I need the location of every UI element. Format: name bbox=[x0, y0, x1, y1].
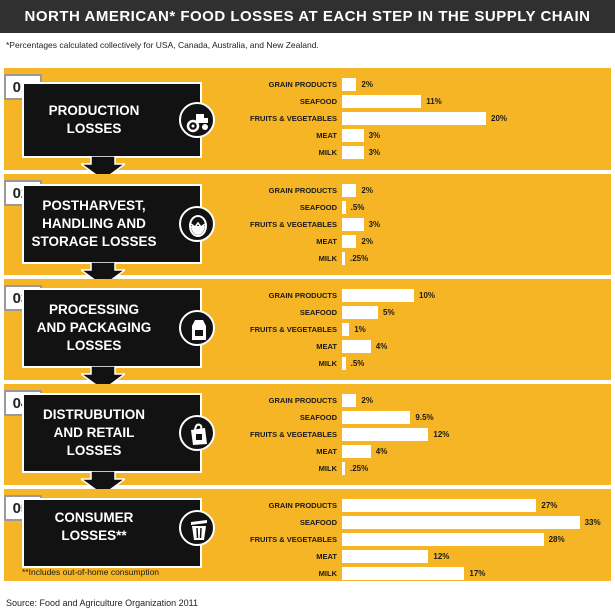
stage-title-1: PRODUCTION LOSSES bbox=[48, 103, 140, 136]
milk-carton-icon bbox=[179, 310, 215, 346]
bar-stage5-4 bbox=[342, 550, 429, 563]
bar-stage3-2 bbox=[342, 306, 378, 319]
category-label: MEAT bbox=[316, 131, 337, 140]
category-label: SEAFOOD bbox=[299, 203, 337, 212]
bar-stage5-5 bbox=[342, 567, 465, 580]
value-label: 33% bbox=[584, 518, 601, 527]
value-label: .25% bbox=[350, 464, 369, 473]
stage-title-5: CONSUMER LOSSES** bbox=[54, 510, 134, 543]
bar-stage5-2 bbox=[342, 516, 580, 529]
value-label: .25% bbox=[350, 254, 369, 263]
flow-arrow-4 bbox=[81, 471, 125, 495]
category-label: MILK bbox=[318, 148, 337, 157]
category-label: GRAIN PRODUCTS bbox=[268, 80, 337, 89]
bar-stage4-4 bbox=[342, 445, 371, 458]
value-label: 2% bbox=[361, 237, 373, 246]
value-label: 12% bbox=[433, 552, 450, 561]
value-label: 9.5% bbox=[415, 413, 434, 422]
bar-stage1-1 bbox=[342, 78, 357, 91]
category-label: FRUITS & VEGETABLES bbox=[250, 325, 337, 334]
bar-stage5-1 bbox=[342, 499, 537, 512]
consumer-note: **Includes out-of-home consumption bbox=[22, 567, 160, 577]
stage-title-2: POSTHARVEST, HANDLING AND STORAGE LOSSES bbox=[31, 198, 157, 249]
bar-stage2-1 bbox=[342, 184, 357, 197]
bar-stage5-3 bbox=[342, 533, 544, 546]
shopping-bag-icon bbox=[179, 415, 215, 451]
tractor-icon bbox=[179, 102, 215, 138]
value-label: 1% bbox=[354, 325, 366, 334]
category-label: GRAIN PRODUCTS bbox=[268, 186, 337, 195]
bar-stage2-5 bbox=[342, 252, 345, 265]
category-label: MILK bbox=[318, 254, 337, 263]
value-label: 3% bbox=[368, 220, 381, 229]
value-label: .5% bbox=[350, 203, 365, 212]
category-label: SEAFOOD bbox=[299, 97, 337, 106]
value-label: 5% bbox=[383, 308, 395, 317]
category-label: SEAFOOD bbox=[299, 518, 337, 527]
stage-block-2: POSTHARVEST, HANDLING AND STORAGE LOSSES bbox=[22, 184, 215, 264]
bar-stage1-3 bbox=[342, 112, 486, 125]
trash-can-icon bbox=[179, 510, 215, 546]
stage-block-4: DISTRUBUTION AND RETAIL LOSSES bbox=[22, 393, 215, 473]
value-label: 17% bbox=[469, 569, 486, 578]
category-label: MEAT bbox=[316, 552, 337, 561]
bar-stage1-4 bbox=[342, 129, 364, 142]
category-label: FRUITS & VEGETABLES bbox=[250, 430, 337, 439]
category-label: FRUITS & VEGETABLES bbox=[250, 114, 337, 123]
stage-block-1: PRODUCTION LOSSES bbox=[22, 82, 215, 158]
cracked-egg-icon bbox=[179, 206, 215, 242]
value-label: 12% bbox=[433, 430, 450, 439]
stage-block-5: CONSUMER LOSSES** bbox=[22, 498, 215, 568]
chart-title: NORTH AMERICAN* FOOD LOSSES AT EACH STEP… bbox=[0, 0, 615, 33]
bar-stage4-5 bbox=[342, 462, 345, 475]
category-label: SEAFOOD bbox=[299, 308, 337, 317]
stage-block-3: PROCESSING AND PACKAGING LOSSES bbox=[22, 288, 215, 368]
bar-stage3-3 bbox=[342, 323, 350, 336]
category-label: MEAT bbox=[316, 342, 337, 351]
bar-stage1-5 bbox=[342, 146, 364, 159]
value-label: 3% bbox=[368, 131, 381, 140]
value-label: 3% bbox=[368, 148, 381, 157]
value-label: 11% bbox=[426, 97, 442, 106]
bar-stage3-5 bbox=[342, 357, 346, 370]
stage-title-4: DISTRUBUTION AND RETAIL LOSSES bbox=[43, 407, 145, 458]
category-label: SEAFOOD bbox=[299, 413, 337, 422]
value-label: 4% bbox=[375, 447, 388, 456]
value-label: 4% bbox=[375, 342, 388, 351]
bar-stage3-4 bbox=[342, 340, 371, 353]
value-label: 20% bbox=[491, 114, 508, 123]
bar-stage2-3 bbox=[342, 218, 364, 231]
value-label: 10% bbox=[419, 291, 436, 300]
category-label: GRAIN PRODUCTS bbox=[268, 291, 337, 300]
category-label: MEAT bbox=[316, 237, 337, 246]
flow-arrow-1 bbox=[81, 156, 125, 180]
category-label: MILK bbox=[318, 464, 337, 473]
value-label: 2% bbox=[361, 396, 373, 405]
bar-stage2-2 bbox=[342, 201, 346, 214]
category-label: MILK bbox=[318, 569, 337, 578]
category-label: FRUITS & VEGETABLES bbox=[250, 220, 337, 229]
bar-stage1-2 bbox=[342, 95, 422, 108]
value-label: 28% bbox=[548, 535, 565, 544]
footnote: *Percentages calculated collectively for… bbox=[6, 40, 319, 50]
flow-arrow-2 bbox=[81, 262, 125, 286]
category-label: MEAT bbox=[316, 447, 337, 456]
flow-arrow-3 bbox=[81, 366, 125, 390]
category-label: MILK bbox=[318, 359, 337, 368]
category-label: GRAIN PRODUCTS bbox=[268, 396, 337, 405]
value-label: 2% bbox=[361, 186, 373, 195]
bar-stage4-3 bbox=[342, 428, 429, 441]
category-label: FRUITS & VEGETABLES bbox=[250, 535, 337, 544]
bar-stage2-4 bbox=[342, 235, 357, 248]
bar-stage4-1 bbox=[342, 394, 357, 407]
source-note: Source: Food and Agriculture Organizatio… bbox=[6, 598, 198, 608]
bar-stage4-2 bbox=[342, 411, 411, 424]
bar-stage3-1 bbox=[342, 289, 414, 302]
value-label: .5% bbox=[350, 359, 365, 368]
value-label: 27% bbox=[541, 501, 558, 510]
value-label: 2% bbox=[361, 80, 373, 89]
stage-title-3: PROCESSING AND PACKAGING LOSSES bbox=[36, 302, 152, 353]
category-label: GRAIN PRODUCTS bbox=[268, 501, 337, 510]
